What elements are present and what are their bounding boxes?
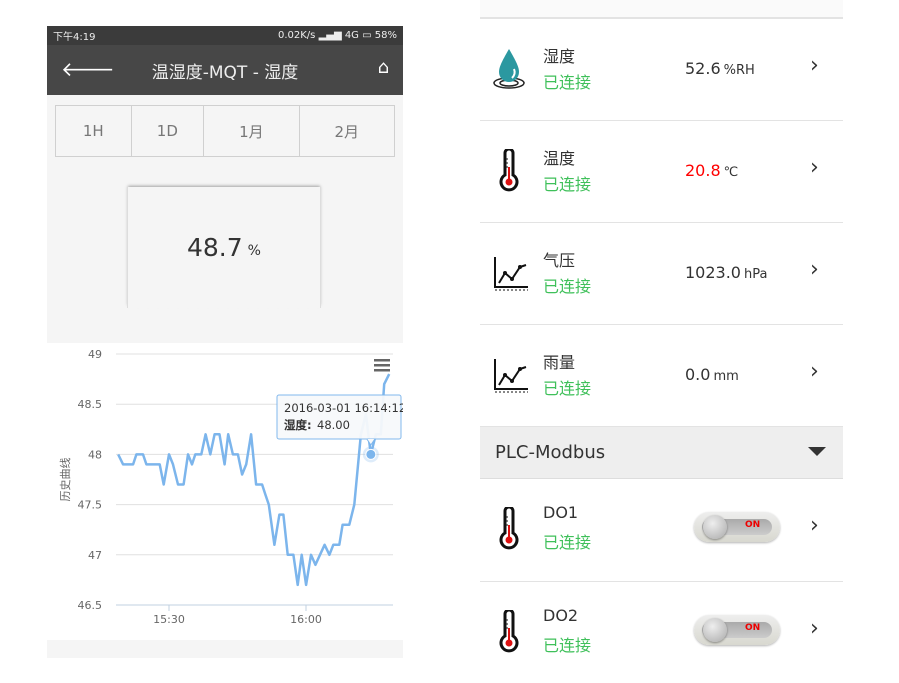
line-chart-icon xyxy=(492,251,532,295)
sensor-name: 湿度 xyxy=(543,47,576,66)
chart-svg: 49 48.5 48 47.5 47 46.5 15:30 16:00 历史曲线 2016-03-… xyxy=(58,348,406,626)
sensor-value: 52.6 xyxy=(685,59,721,78)
device-list-screen: 湿度 已连接 52.6 %RH › 温度 已连接 20.8 ℃ › 气压 已连接 1… xyxy=(480,0,843,683)
tab-1-month[interactable]: 1月 xyxy=(204,106,300,156)
sensor-unit: hPa xyxy=(743,267,768,282)
tab-1h[interactable]: 1H xyxy=(56,106,132,156)
sensor-value-group: 20.8 ℃ xyxy=(685,161,738,180)
y-axis-label: 历史曲线 xyxy=(58,458,72,502)
tooltip-box xyxy=(276,394,402,440)
toggle-knob[interactable] xyxy=(703,618,727,642)
output-row[interactable]: DO1 已连接 ON › xyxy=(480,479,843,581)
chevron-right-icon[interactable]: › xyxy=(810,155,819,180)
thermometer-icon xyxy=(492,505,532,551)
receipt-edge xyxy=(128,306,320,312)
y-tick-label: 49 xyxy=(88,348,102,361)
status-bar: 下午4:19 0.02K/s ▂▄▆ 4G ▭ 58% xyxy=(47,26,403,45)
sensor-unit: %RH xyxy=(723,63,755,78)
group-title: PLC-Modbus xyxy=(495,442,606,463)
x-tick-label: 15:30 xyxy=(153,613,185,626)
sensor-value-group: 0.0 mm xyxy=(685,365,739,384)
group-header-plc-modbus[interactable]: PLC-Modbus xyxy=(480,426,843,479)
output-name: DO2 xyxy=(543,606,579,625)
tab-1d[interactable]: 1D xyxy=(132,106,205,156)
history-screen: 下午4:19 0.02K/s ▂▄▆ 4G ▭ 58% 🡐 温湿度-MQT - … xyxy=(47,26,406,658)
sensor-row[interactable]: 温度 已连接 20.8 ℃ › xyxy=(480,120,843,222)
tab-2-month[interactable]: 2月 xyxy=(334,122,360,141)
status-indicators: 0.02K/s ▂▄▆ 4G ▭ 58% xyxy=(278,30,397,41)
water-drop-icon xyxy=(492,47,532,91)
connection-status: 已连接 xyxy=(543,73,592,92)
sensor-value: 1023.0 xyxy=(685,263,741,282)
line-chart-icon xyxy=(492,353,532,397)
y-tick-label: 46.5 xyxy=(78,599,103,612)
sensor-name: 温度 xyxy=(543,149,576,168)
current-value: 48.7 xyxy=(187,233,243,262)
thermometer-icon xyxy=(492,608,532,654)
output-name: DO1 xyxy=(543,503,579,522)
hamburger-menu-icon[interactable] xyxy=(374,359,390,372)
y-tick-label: 48.5 xyxy=(78,398,103,411)
output-toggle[interactable]: ON xyxy=(694,512,780,542)
sensor-row[interactable]: 雨量 已连接 0.0 mm › xyxy=(480,324,843,426)
output-toggle[interactable]: ON xyxy=(694,615,780,645)
sensor-value-group: 52.6 %RH xyxy=(685,59,755,78)
series-line xyxy=(117,373,391,587)
connection-status: 已连接 xyxy=(543,636,592,655)
hover-point xyxy=(365,448,377,460)
network-type: 4G xyxy=(344,30,359,41)
net-speed: 0.02K/s xyxy=(277,30,316,41)
connection-status: 已连接 xyxy=(543,533,592,552)
chevron-right-icon[interactable]: › xyxy=(810,53,819,78)
chevron-right-icon[interactable]: › xyxy=(810,616,819,641)
sensor-value-group: 1023.0 hPa xyxy=(685,263,767,282)
connection-status: 已连接 xyxy=(543,277,592,296)
battery-icon: ▭ xyxy=(362,30,375,41)
page-title: 温湿度-MQT - 湿度 xyxy=(151,63,299,83)
range-tabs: 1H 1D 1月 2月 xyxy=(55,105,395,157)
tooltip-value: 48.00 xyxy=(317,418,350,432)
home-icon[interactable]: ⌂ xyxy=(377,57,389,78)
sensor-unit: ℃ xyxy=(723,165,739,180)
sensor-row[interactable]: 湿度 已连接 52.6 %RH › xyxy=(480,18,843,120)
sensor-unit: mm xyxy=(713,369,739,384)
y-tick-label: 47.5 xyxy=(78,499,103,512)
sensor-row[interactable]: 气压 已连接 1023.0 hPa › xyxy=(480,222,843,324)
sensor-name: 气压 xyxy=(543,251,576,270)
thermometer-icon xyxy=(492,147,532,193)
output-row[interactable]: DO2 已连接 ON › xyxy=(480,581,843,683)
tooltip-time: 2016-03-01 16:14:12 xyxy=(284,401,403,415)
toggle-label: ON xyxy=(745,623,761,633)
list-top xyxy=(480,0,843,18)
arrow-left-icon[interactable]: 🡐 xyxy=(61,57,115,81)
signal-icon: ▂▄▆ xyxy=(318,30,345,41)
chevron-right-icon[interactable]: › xyxy=(810,257,819,282)
tooltip-label: 湿度: xyxy=(284,418,312,432)
app-bar: 🡐 温湿度-MQT - 湿度 ⌂ xyxy=(47,45,403,95)
sensor-value: 0.0 xyxy=(685,365,711,384)
tooltip-pointer xyxy=(366,438,376,446)
chevron-right-icon[interactable]: › xyxy=(810,359,819,384)
y-tick-label: 48 xyxy=(88,448,102,461)
x-tick-label: 16:00 xyxy=(290,613,322,626)
history-chart: 49 48.5 48 47.5 47 46.5 15:30 16:00 历史曲线 2016-03-… xyxy=(47,343,406,640)
toggle-label: ON xyxy=(745,520,761,530)
toggle-knob[interactable] xyxy=(703,515,727,539)
current-value-card: 48.7 % xyxy=(127,187,321,312)
caret-down-icon[interactable] xyxy=(808,447,826,456)
connection-status: 已连接 xyxy=(543,379,592,398)
battery-level: 58% xyxy=(374,30,397,41)
sensor-value: 20.8 xyxy=(685,161,721,180)
current-unit: % xyxy=(247,242,261,259)
chevron-right-icon[interactable]: › xyxy=(810,513,819,538)
status-time: 下午4:19 xyxy=(53,32,96,43)
connection-status: 已连接 xyxy=(543,175,592,194)
y-tick-label: 47 xyxy=(88,549,102,562)
sensor-name: 雨量 xyxy=(543,353,576,372)
